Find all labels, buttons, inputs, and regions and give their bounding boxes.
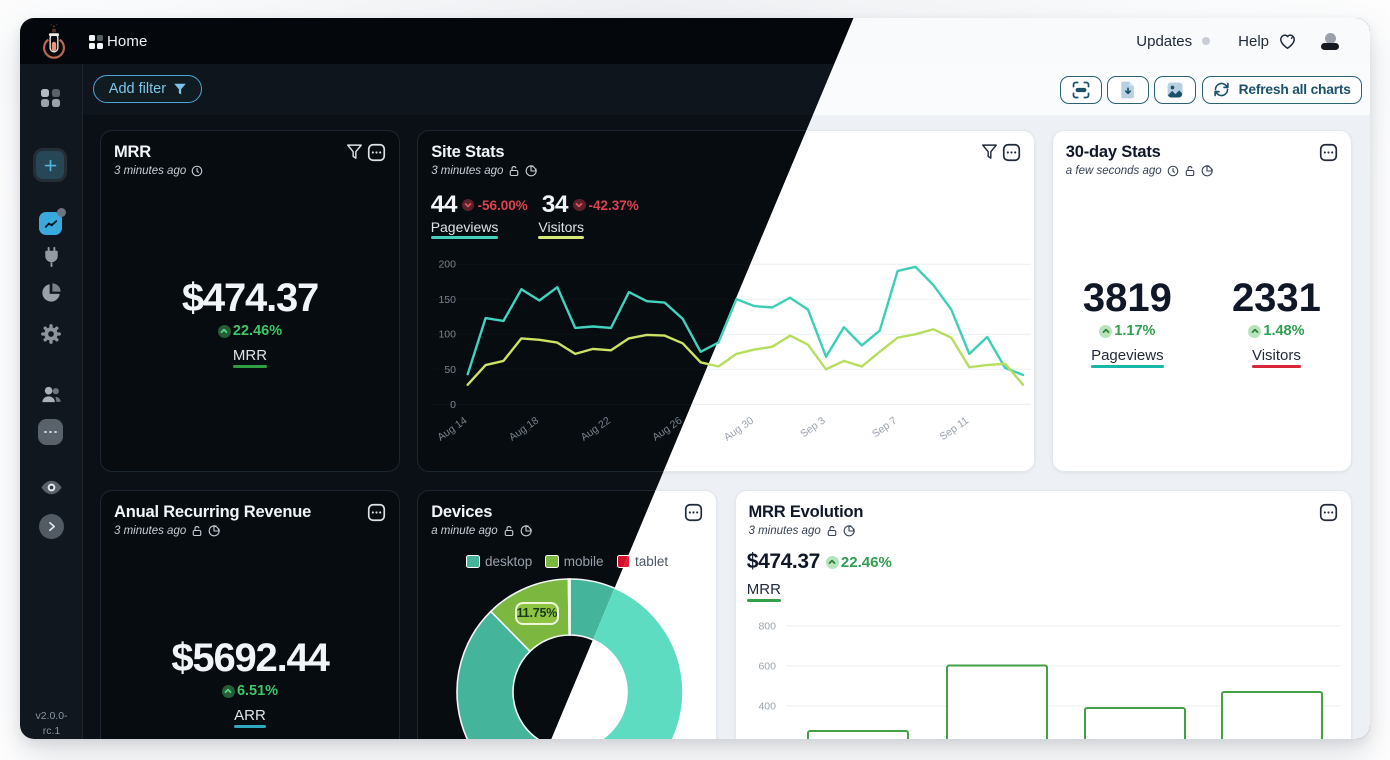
svg-text:400: 400 [758, 701, 776, 713]
svg-text:Aug 22: Aug 22 [579, 415, 613, 444]
svg-text:Sep 3: Sep 3 [798, 415, 827, 441]
svg-text:600: 600 [758, 661, 776, 673]
svg-text:150: 150 [438, 294, 456, 306]
svg-text:Aug 30: Aug 30 [722, 415, 756, 444]
svg-text:0: 0 [450, 399, 456, 411]
svg-text:Sep 7: Sep 7 [870, 415, 899, 441]
svg-text:50: 50 [444, 364, 456, 376]
svg-text:200: 200 [438, 259, 456, 271]
svg-text:Aug 18: Aug 18 [507, 415, 541, 444]
svg-text:Sep 11: Sep 11 [937, 415, 971, 444]
svg-text:800: 800 [758, 621, 776, 633]
svg-text:Aug 14: Aug 14 [435, 415, 469, 444]
svg-text:100: 100 [438, 329, 456, 341]
